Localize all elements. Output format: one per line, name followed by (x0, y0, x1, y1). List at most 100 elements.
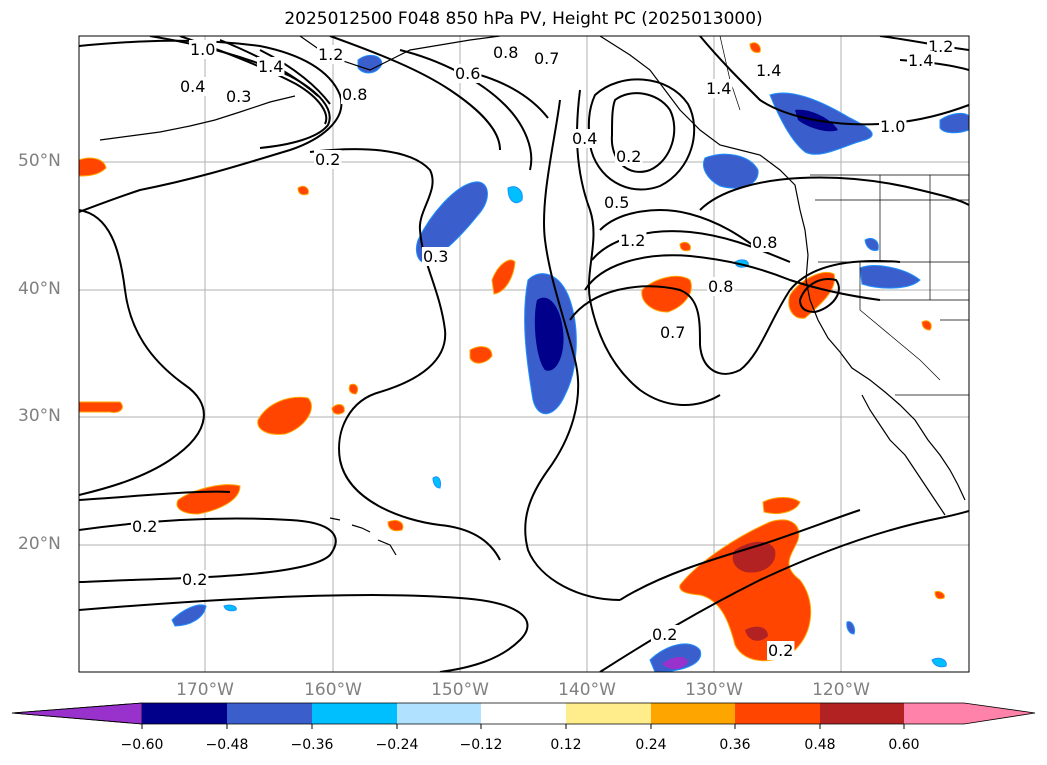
contour-label: 1.4 (908, 51, 933, 70)
contour-label-halo (422, 247, 450, 266)
contour-label-halo (615, 147, 643, 166)
contour-label: 0.4 (180, 77, 205, 96)
pv-blob-neg-small4 (846, 621, 855, 635)
contour-label-halo (533, 49, 561, 68)
contour-ridge-1 (599, 209, 761, 251)
contour-label: 0.2 (315, 150, 340, 169)
contour-label-halo (659, 323, 687, 342)
pv-blob-neg-idaho (864, 237, 879, 251)
contour-low-1 (610, 92, 676, 173)
lon-label-150w: 150°W (431, 680, 489, 700)
contour-ridge-5 (699, 176, 969, 211)
pv-blob-pos-small7 (348, 383, 359, 395)
contour-label: 0.3 (423, 247, 448, 266)
pv-blob-pos-subtrop (679, 519, 812, 662)
contour-shortwave-a (79, 209, 205, 496)
contour-label-halo (705, 79, 733, 98)
contour-trough-1 (524, 99, 621, 601)
contour-label-halo (181, 570, 209, 589)
pv-blob-neg-small6 (432, 476, 441, 489)
lon-label-170w: 170°W (176, 680, 234, 700)
colorbar-tick-label: 0.12 (550, 737, 582, 753)
contour-label: 0.3 (226, 87, 251, 106)
lat-label-30n: 30°N (18, 406, 61, 426)
colorbar-segment (397, 703, 481, 724)
contour-label-halo (707, 277, 735, 296)
contour-label-halo (751, 233, 779, 252)
pv-blob-pos-small5 (749, 42, 761, 53)
colorbar-extend-low (11, 702, 143, 725)
coast-baja (861, 394, 946, 516)
contour-label: 1.2 (620, 231, 645, 250)
colorbar-tick-label: −0.48 (205, 737, 249, 753)
contour-subtrop-2 (79, 490, 231, 501)
contour-label-halo (571, 129, 599, 148)
pv-blob-pos-w2 (469, 346, 493, 364)
contour-label: 1.2 (318, 45, 343, 64)
contour-label-halo (603, 193, 631, 212)
positive-pv-shading (79, 42, 945, 662)
colorbar-tick-label: 0.36 (719, 737, 751, 753)
pv-blob-pos-far-w (79, 401, 123, 413)
pv-blob-neg-wa (859, 265, 921, 289)
pv-blob-neg-small3 (223, 604, 237, 612)
colorbar-segment (735, 703, 820, 724)
contour-label: 0.6 (455, 64, 480, 83)
negative-pv-shading (171, 54, 969, 672)
contour-subtrop-3 (79, 594, 529, 672)
pv-blob-neg-east (939, 112, 969, 134)
contour-label: 0.5 (604, 193, 629, 212)
map-title: 2025012500 F048 850 hPa PV, Height PC (2… (284, 9, 763, 29)
contour-label-halo (619, 231, 647, 250)
contour-ridge-4 (569, 259, 901, 375)
contour-label: 0.7 (534, 49, 559, 68)
colorbar-tick-label: −0.24 (375, 737, 419, 753)
contour-north-6 (329, 36, 501, 151)
pv-blob-pos-small8 (921, 320, 932, 331)
contour-label: 0.8 (708, 277, 733, 296)
lon-label-160w: 160°W (304, 680, 362, 700)
pv-blob-pos-small6 (934, 591, 945, 600)
colorbar (11, 702, 1036, 729)
coast-hawaii2 (351, 524, 371, 533)
contour-label-halo (341, 85, 369, 104)
contour-label: 1.0 (190, 40, 215, 59)
colorbar-segment (312, 703, 397, 724)
colorbar-extend-high (904, 703, 1035, 724)
contour-shortwave-b (309, 148, 501, 561)
lat-label-20n: 20°N (18, 534, 61, 554)
contour-label-halo (879, 117, 907, 136)
colorbar-segment (142, 703, 227, 724)
contour-label-halo (257, 57, 285, 76)
contour-label-halo (907, 51, 935, 70)
pv-blob-pos-west (257, 396, 312, 435)
contour-label: 0.8 (342, 85, 367, 104)
contour-label-halo (314, 150, 342, 169)
lon-label-130w: 130°W (685, 680, 743, 700)
contour-label-halo (179, 77, 207, 96)
colorbar-tick-label: 0.24 (635, 737, 667, 753)
contour-label-halo (189, 40, 217, 59)
contour-label: 0.4 (572, 129, 597, 148)
contour-label-halo (767, 641, 795, 660)
pv-core-neg-south (662, 656, 688, 670)
contour-label: 1.4 (756, 61, 781, 80)
contour-label: 1.4 (706, 79, 731, 98)
colorbar-segment (481, 703, 566, 724)
contour-label-halo (492, 43, 520, 62)
pv-core-pos-subtrop2 (745, 626, 768, 641)
contour-label-halo (225, 87, 253, 106)
contour-label-halo (755, 61, 783, 80)
contour-label-halo (317, 45, 345, 64)
colorbar-segment (566, 703, 651, 724)
colorbar-segment (651, 703, 735, 724)
contour-label: 0.2 (132, 517, 157, 536)
pv-blob-pos-small4 (679, 241, 691, 252)
pv-core-neg-central (534, 297, 564, 371)
contour-ne-2 (879, 36, 969, 51)
contour-label: 0.2 (182, 570, 207, 589)
contour-label: 0.2 (616, 147, 641, 166)
colorbar-tick-label: −0.36 (290, 737, 334, 753)
contour-label: 0.8 (752, 233, 777, 252)
